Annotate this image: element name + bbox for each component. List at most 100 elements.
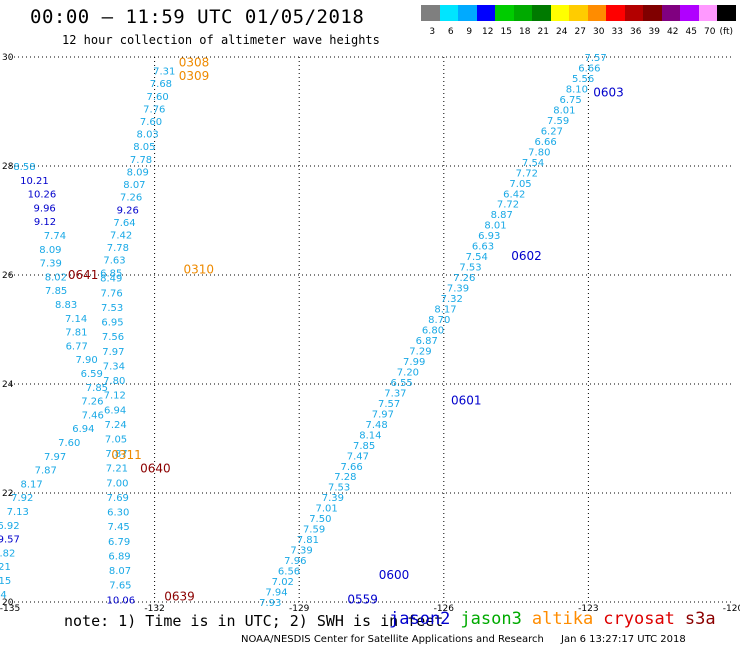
wave-height-label: 7.42 [110, 230, 132, 241]
wave-height-label: 6.27 [541, 126, 563, 137]
wave-height-label: 7.85 [86, 383, 108, 394]
wave-height-label: 6.94 [72, 424, 94, 435]
wave-height-label: 7.54 [522, 158, 544, 169]
wave-height-label: 7.81 [65, 328, 87, 339]
wave-height-label: 7.59 [303, 525, 325, 536]
colorbar-swatch [458, 5, 477, 21]
wave-height-label: 7.26 [453, 273, 475, 284]
pass-time-label: 0600 [379, 568, 410, 582]
wave-height-label: 8.01 [484, 221, 506, 232]
wave-height-label: 8.03 [137, 130, 159, 141]
wave-height-label: 6.77 [66, 341, 88, 352]
wave-height-label: 8.49 [100, 274, 122, 285]
pass-time-label: 0309 [179, 69, 210, 83]
wave-height-label: 7.21 [106, 464, 128, 475]
colorbar-label: 42 [667, 27, 679, 37]
wave-height-label: 6.89 [108, 551, 130, 562]
wave-height-label: 8.01 [553, 105, 575, 116]
wave-height-label: 7.20 [397, 367, 419, 378]
wave-height-label: 7.50 [309, 514, 331, 525]
colorbar-label: 21 [537, 27, 549, 37]
wave-height-label: 7.39 [40, 259, 62, 270]
wave-height-label: 7.59 [547, 116, 569, 127]
wave-height-label: 7.97 [372, 409, 394, 420]
wave-height-label: 7.56 [102, 332, 124, 343]
wave-height-label: 7.05 [105, 435, 127, 446]
wave-height-label: 7.34 [103, 361, 125, 372]
colorbar-swatch [606, 5, 625, 21]
wave-height-label: 7.53 [459, 263, 481, 274]
wave-height-label: 7.87 [105, 449, 127, 460]
wave-height-label: 7.32 [441, 294, 463, 305]
wave-height-label: 7.14 [65, 314, 87, 325]
wave-height-label: 7.74 [44, 231, 66, 242]
wave-height-label: 8.21 [0, 562, 11, 573]
wave-height-label: 7.29 [409, 346, 431, 357]
colorbar-label: 15 [500, 27, 512, 37]
wave-height-label: 9.96 [34, 203, 56, 214]
wave-height-label: 7.85 [45, 286, 67, 297]
wave-height-label: 7.53 [328, 483, 350, 494]
pass-time-label: 0639 [164, 590, 195, 604]
colorbar-label: 27 [574, 27, 586, 37]
wave-height-label: 10.06 [107, 595, 136, 606]
y-tick-label: 30 [2, 53, 14, 63]
wave-height-label: 7.02 [272, 577, 294, 588]
wave-height-label: 9.12 [34, 217, 56, 228]
wave-height-label: 7.28 [334, 472, 356, 483]
colorbar-label: 24 [556, 27, 568, 37]
wave-height-label: 6.75 [559, 95, 581, 106]
colorbar-label: 12 [482, 27, 494, 37]
wave-height-label: 6.56 [278, 567, 300, 578]
colorbar-label: 9 [466, 27, 473, 37]
wave-height-label: 7.00 [106, 478, 128, 489]
wave-height-label: 7.37 [384, 388, 406, 399]
wave-height-label: 7.12 [104, 391, 126, 402]
wave-height-label: 8.17 [20, 479, 42, 490]
colorbar-label: 6 [447, 27, 454, 37]
wave-height-label: 7.13 [7, 507, 29, 518]
wave-height-label: 7.57 [378, 399, 400, 410]
y-tick-label: 26 [2, 271, 14, 281]
wave-height-label: 6.92 [0, 521, 20, 532]
colorbar-label: 30 [593, 27, 605, 37]
wave-height-label: 7.85 [353, 441, 375, 452]
pass-time-label: 0601 [451, 393, 482, 407]
y-tick-label: 22 [2, 489, 13, 499]
pass-time-label: 0602 [511, 249, 542, 263]
wave-height-label: 9.26 [117, 205, 139, 216]
wave-height-label: 7.99 [403, 357, 425, 368]
pass-time-label: 0311 [111, 448, 142, 462]
colorbar-swatch [439, 5, 458, 21]
wave-height-label: 6.94 [104, 405, 126, 416]
wave-height-label: 7.64 [113, 218, 135, 229]
wave-height-label: 7.63 [103, 256, 125, 267]
wave-height-label: 7.05 [509, 179, 531, 190]
x-tick-label: -135 [0, 604, 20, 614]
x-tick-label: -129 [289, 604, 310, 614]
wave-height-label: 8.09 [127, 167, 149, 178]
wave-height-label: 7.47 [347, 451, 369, 462]
footer-note: note: 1) Time is in UTC; 2) SWH is in fe… [64, 612, 444, 630]
wave-height-label: 7.76 [101, 288, 123, 299]
wave-height-label: 7.72 [516, 168, 538, 179]
colorbar-swatch [698, 5, 717, 21]
colorbar-swatch [421, 5, 440, 21]
wave-height-label: 6.66 [578, 63, 600, 74]
x-tick-label: -126 [434, 604, 455, 614]
colorbar-swatch [513, 5, 532, 21]
wave-height-label: 7.76 [143, 104, 165, 115]
x-tick-label: -132 [144, 604, 164, 614]
y-tick-label: 24 [2, 380, 14, 390]
wave-height-label: 7.53 [101, 303, 123, 314]
wave-height-label: 7.48 [366, 420, 388, 431]
wave-height-label: 6.30 [107, 508, 129, 519]
legend-altika: altika [531, 609, 594, 629]
wave-height-label: 6.63 [472, 242, 494, 253]
colorbar-label: 70 [704, 27, 716, 37]
pass-time-label: 0641 [68, 268, 99, 282]
x-tick-label: -123 [578, 604, 598, 614]
colorbar-label: 33 [611, 27, 623, 37]
wave-height-label: 7.39 [290, 546, 312, 557]
colorbar-swatch [550, 5, 569, 21]
